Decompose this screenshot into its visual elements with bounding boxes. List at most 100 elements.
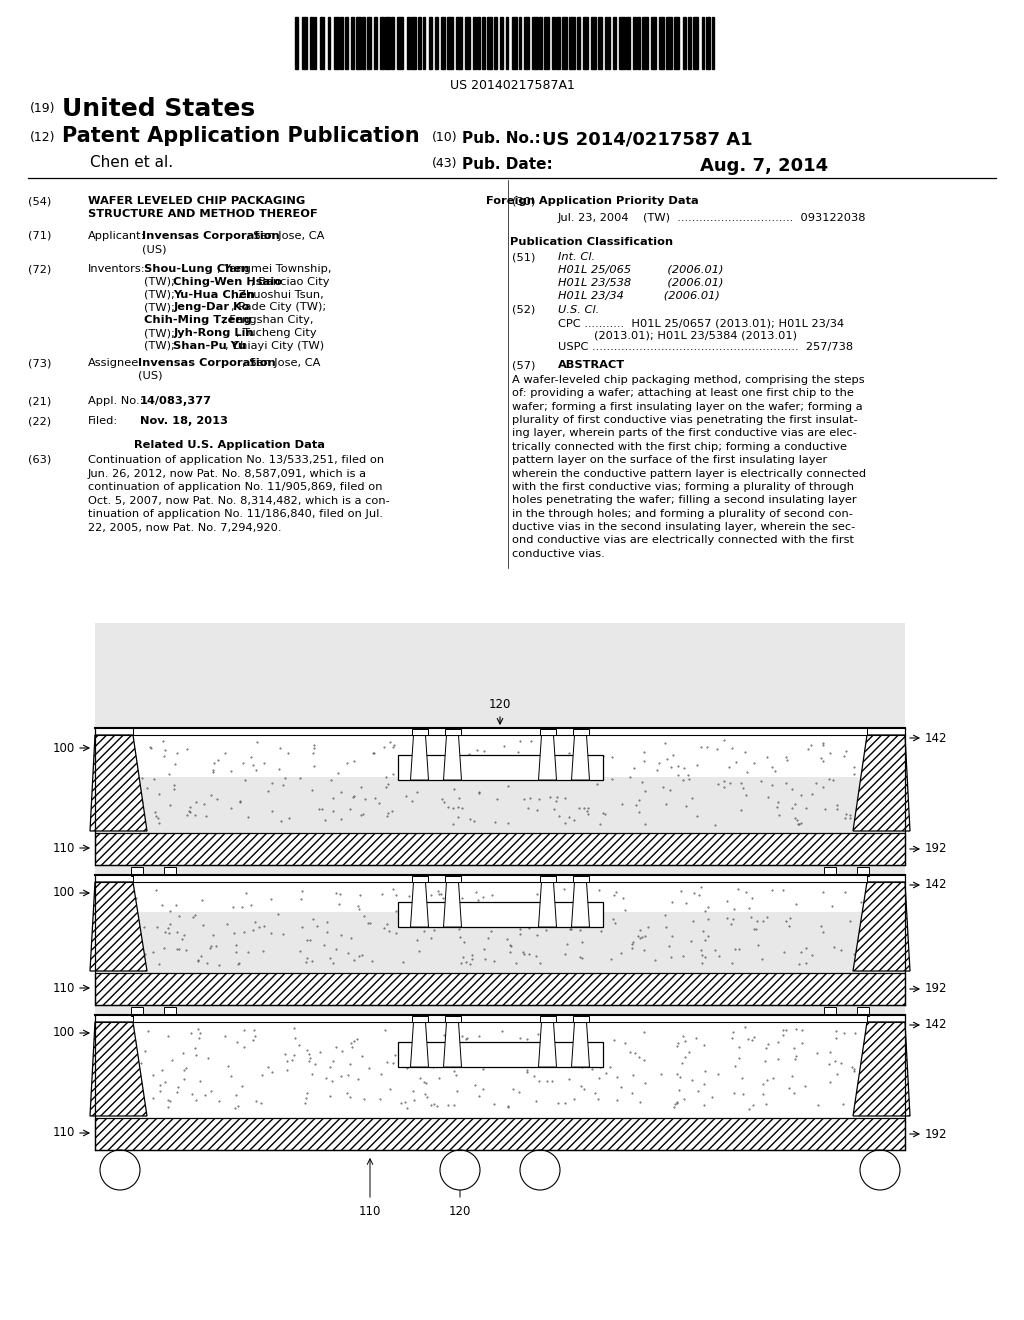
- Text: STRUCTURE AND METHOD THEREOF: STRUCTURE AND METHOD THEREOF: [88, 209, 317, 219]
- Bar: [578, 17, 580, 69]
- Bar: [637, 17, 640, 69]
- Text: Inventors:: Inventors:: [88, 264, 145, 275]
- Bar: [561, 17, 566, 69]
- Text: (TW);: (TW);: [144, 302, 178, 313]
- Bar: [334, 17, 339, 69]
- Text: Invensas Corporation: Invensas Corporation: [142, 231, 280, 242]
- Bar: [707, 17, 710, 69]
- Bar: [328, 17, 330, 69]
- Bar: [341, 17, 343, 69]
- Bar: [95, 912, 905, 1015]
- Bar: [486, 17, 493, 69]
- Text: (30): (30): [512, 195, 536, 206]
- Text: (57): (57): [512, 360, 536, 370]
- Bar: [295, 17, 299, 69]
- Text: Shan-Pu Yu: Shan-Pu Yu: [173, 341, 247, 351]
- Polygon shape: [443, 1022, 462, 1067]
- Text: H01L 23/538          (2006.01): H01L 23/538 (2006.01): [558, 277, 724, 288]
- Bar: [95, 833, 905, 865]
- Text: 110: 110: [52, 982, 75, 994]
- Bar: [397, 1041, 602, 1067]
- Text: Pub. Date:: Pub. Date:: [462, 157, 553, 172]
- Bar: [95, 623, 905, 729]
- Text: US 20140217587A1: US 20140217587A1: [450, 79, 574, 92]
- Text: Chen et al.: Chen et al.: [90, 154, 173, 170]
- Bar: [441, 17, 445, 69]
- Bar: [544, 17, 549, 69]
- Bar: [500, 17, 503, 69]
- Bar: [583, 17, 588, 69]
- Bar: [674, 17, 680, 69]
- Polygon shape: [90, 735, 147, 832]
- Text: (22): (22): [28, 416, 51, 426]
- Bar: [397, 17, 403, 69]
- Polygon shape: [539, 882, 556, 927]
- Bar: [613, 17, 616, 69]
- Text: 192: 192: [925, 982, 947, 995]
- Bar: [540, 876, 555, 882]
- Bar: [633, 17, 636, 69]
- Bar: [512, 17, 517, 69]
- Polygon shape: [90, 882, 147, 972]
- Bar: [350, 17, 354, 69]
- Text: 120: 120: [449, 1205, 471, 1218]
- Text: (72): (72): [28, 264, 51, 275]
- Polygon shape: [411, 882, 428, 927]
- Bar: [540, 729, 555, 735]
- Bar: [164, 1007, 176, 1016]
- Bar: [540, 1016, 555, 1022]
- Text: , San Jose, CA: , San Jose, CA: [242, 358, 321, 368]
- Text: (10): (10): [432, 131, 458, 144]
- Bar: [356, 17, 360, 69]
- Polygon shape: [443, 882, 462, 927]
- Polygon shape: [443, 735, 462, 780]
- Text: Chih-Ming Tzeng: Chih-Ming Tzeng: [144, 315, 252, 325]
- Bar: [465, 17, 470, 69]
- Bar: [473, 17, 476, 69]
- Text: 142: 142: [925, 1019, 947, 1031]
- Text: 110: 110: [52, 1126, 75, 1139]
- Bar: [375, 17, 377, 69]
- Bar: [412, 1016, 427, 1022]
- Bar: [444, 1016, 461, 1022]
- Bar: [824, 867, 836, 876]
- Bar: [407, 17, 410, 69]
- Bar: [397, 755, 602, 780]
- Text: (TW);: (TW);: [144, 289, 178, 300]
- Bar: [444, 876, 461, 882]
- Polygon shape: [539, 735, 556, 780]
- Bar: [397, 902, 602, 927]
- Text: US 2014/0217587 A1: US 2014/0217587 A1: [542, 131, 753, 149]
- Bar: [477, 17, 479, 69]
- Text: Invensas Corporation: Invensas Corporation: [138, 358, 275, 368]
- Polygon shape: [90, 1022, 147, 1115]
- Text: WAFER LEVELED CHIP PACKAGING: WAFER LEVELED CHIP PACKAGING: [88, 195, 305, 206]
- Bar: [412, 729, 427, 735]
- Text: (TW);: (TW);: [144, 341, 178, 351]
- Bar: [539, 17, 542, 69]
- Text: (2013.01); H01L 23/5384 (2013.01): (2013.01); H01L 23/5384 (2013.01): [594, 330, 797, 341]
- Bar: [95, 1118, 905, 1150]
- Bar: [556, 17, 559, 69]
- Text: (71): (71): [28, 231, 51, 242]
- Bar: [362, 17, 366, 69]
- Circle shape: [440, 1150, 480, 1191]
- Text: , Zhuoshui Tsun,: , Zhuoshui Tsun,: [230, 289, 324, 300]
- Polygon shape: [411, 735, 428, 780]
- Text: Appl. No.:: Appl. No.:: [88, 396, 143, 407]
- Bar: [591, 17, 596, 69]
- Text: 192: 192: [925, 1127, 947, 1140]
- Text: , Yangmei Township,: , Yangmei Township,: [217, 264, 332, 275]
- Text: (73): (73): [28, 358, 51, 368]
- Bar: [345, 17, 348, 69]
- Bar: [302, 17, 307, 69]
- Bar: [133, 1015, 867, 1022]
- Bar: [552, 17, 555, 69]
- Bar: [572, 1016, 589, 1022]
- Bar: [666, 17, 672, 69]
- Text: Patent Application Publication: Patent Application Publication: [62, 125, 420, 147]
- Bar: [385, 17, 390, 69]
- Bar: [164, 867, 176, 876]
- Text: (52): (52): [512, 305, 536, 315]
- Text: H01L 25/065          (2006.01): H01L 25/065 (2006.01): [558, 265, 724, 275]
